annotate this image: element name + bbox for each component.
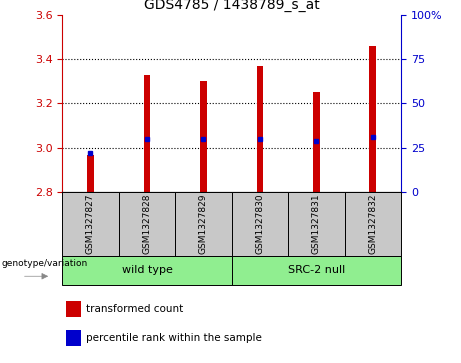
Bar	[65, 330, 81, 346]
Text: percentile rank within the sample: percentile rank within the sample	[86, 333, 262, 343]
Bar	[231, 256, 401, 285]
Text: GSM1327832: GSM1327832	[368, 194, 378, 254]
Text: wild type: wild type	[122, 265, 172, 276]
Bar	[87, 155, 94, 192]
Bar	[313, 92, 320, 192]
Text: genotype/variation: genotype/variation	[1, 259, 88, 268]
Text: GSM1327827: GSM1327827	[86, 194, 95, 254]
Text: GSM1327829: GSM1327829	[199, 194, 208, 254]
Bar	[344, 192, 401, 256]
Bar	[65, 301, 81, 317]
Text: transformed count: transformed count	[86, 304, 183, 314]
Bar	[231, 192, 288, 256]
Bar	[256, 66, 263, 192]
Bar	[369, 46, 376, 192]
Bar	[118, 192, 175, 256]
Bar	[175, 192, 231, 256]
Title: GDS4785 / 1438789_s_at: GDS4785 / 1438789_s_at	[144, 0, 319, 12]
Bar	[62, 256, 231, 285]
Text: SRC-2 null: SRC-2 null	[288, 265, 345, 276]
Bar	[200, 81, 207, 192]
Bar	[143, 74, 150, 192]
Bar	[288, 192, 344, 256]
Text: GSM1327828: GSM1327828	[142, 194, 152, 254]
Text: GSM1327830: GSM1327830	[255, 194, 265, 254]
Bar	[62, 192, 118, 256]
Text: GSM1327831: GSM1327831	[312, 194, 321, 254]
